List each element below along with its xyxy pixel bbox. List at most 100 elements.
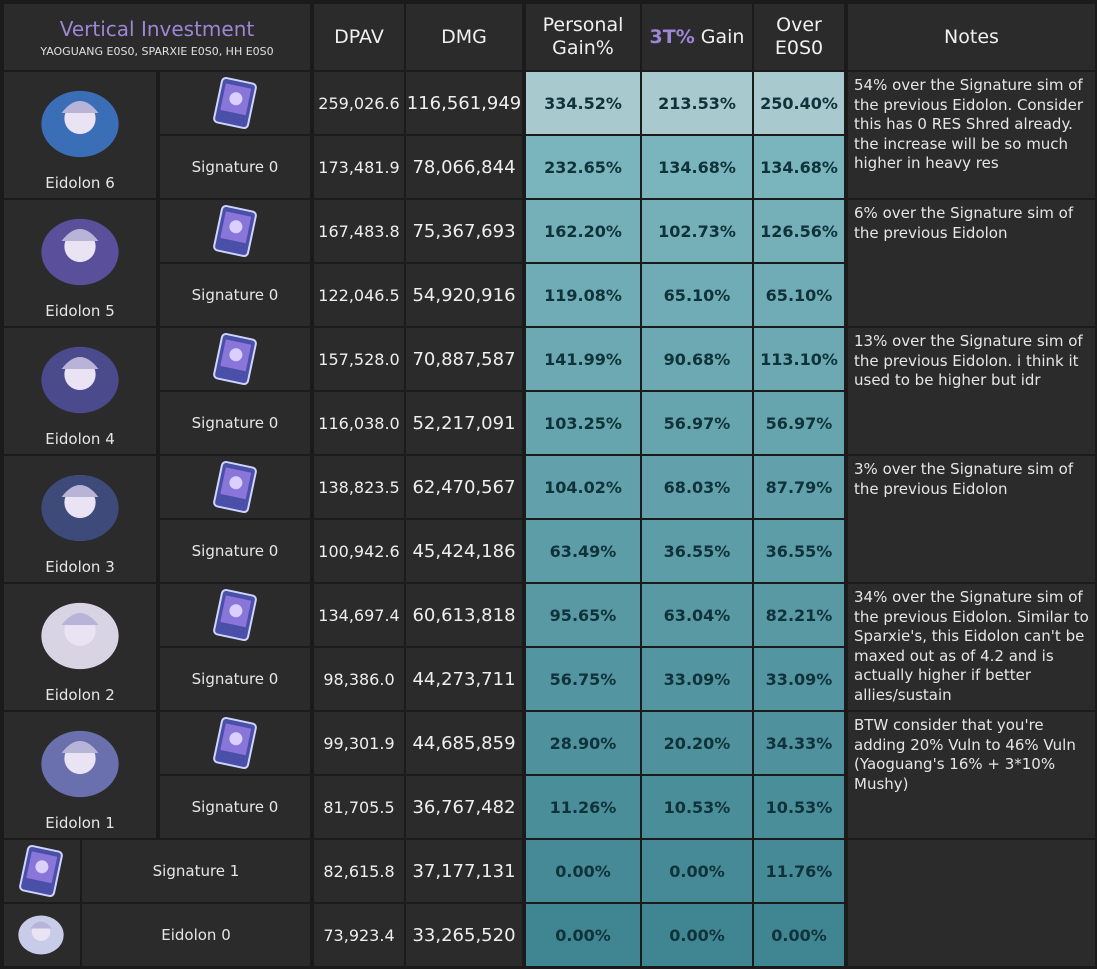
3t-gain: 10.53%	[642, 776, 752, 838]
over-e0s0: 134.68%	[754, 136, 844, 198]
personal-gain: 334.52%	[526, 72, 640, 134]
over-e0s0: 0.00%	[754, 904, 844, 966]
dmg: 116,561,949	[406, 72, 522, 134]
light-cone-icon	[213, 588, 257, 642]
character-art	[41, 730, 119, 798]
row-label: Eidolon 0	[82, 904, 310, 966]
dpav: 157,528.0	[314, 328, 404, 390]
personal-gain: 141.99%	[526, 328, 640, 390]
3t-gain: 0.00%	[642, 840, 752, 902]
dmg: 78,066,844	[406, 136, 522, 198]
personal-gain: 95.65%	[526, 584, 640, 646]
dmg: 36,767,482	[406, 776, 522, 838]
over-e0s0: 82.21%	[754, 584, 844, 646]
character-art	[41, 90, 119, 158]
3t-gain: 20.20%	[642, 712, 752, 774]
over-e0s0: 250.40%	[754, 72, 844, 134]
header-notes: Notes	[848, 4, 1095, 70]
row-label: Signature 0	[160, 648, 310, 710]
light-cone-icon	[213, 204, 257, 258]
personal-gain: 28.90%	[526, 712, 640, 774]
dpav: 100,942.6	[314, 520, 404, 582]
header-3t-suffix: Gain	[700, 25, 745, 48]
dpav: 259,026.6	[314, 72, 404, 134]
row-label: Signature 0	[160, 776, 310, 838]
over-e0s0: 10.53%	[754, 776, 844, 838]
header-3t-prefix: 3T%	[649, 25, 695, 48]
character-art	[41, 346, 119, 414]
3t-gain: 56.97%	[642, 392, 752, 454]
personal-gain: 232.65%	[526, 136, 640, 198]
character-art	[41, 474, 119, 542]
note-empty	[848, 840, 1095, 966]
note: BTW consider that you're adding 20% Vuln…	[848, 712, 1095, 838]
dpav: 98,386.0	[314, 648, 404, 710]
3t-gain: 33.09%	[642, 648, 752, 710]
dpav: 73,923.4	[314, 904, 404, 966]
eidolon-label: Eidolon 5	[45, 302, 115, 320]
dmg: 52,217,091	[406, 392, 522, 454]
title-cell: Vertical Investment YAOGUANG E0S0, SPARX…	[4, 4, 310, 70]
dpav: 82,615.8	[314, 840, 404, 902]
header-dpav: DPAV	[314, 4, 404, 70]
light-cone-icon	[213, 460, 257, 514]
eidolon-label: Eidolon 1	[45, 814, 115, 832]
dmg: 70,887,587	[406, 328, 522, 390]
personal-gain: 103.25%	[526, 392, 640, 454]
dpav: 99,301.9	[314, 712, 404, 774]
dmg: 60,613,818	[406, 584, 522, 646]
dpav: 122,046.5	[314, 264, 404, 326]
light-cone-icon	[213, 716, 257, 770]
over-e0s0: 87.79%	[754, 456, 844, 518]
3t-gain: 134.68%	[642, 136, 752, 198]
character-art	[41, 218, 119, 286]
light-cone-icon	[213, 332, 257, 386]
3t-gain: 68.03%	[642, 456, 752, 518]
personal-gain: 63.49%	[526, 520, 640, 582]
eidolon-label: Eidolon 6	[45, 174, 115, 192]
row-label: Signature 0	[160, 136, 310, 198]
dmg: 44,685,859	[406, 712, 522, 774]
3t-gain: 65.10%	[642, 264, 752, 326]
row-label: Signature 1	[82, 840, 310, 902]
dmg: 54,920,916	[406, 264, 522, 326]
note: 13% over the Signature sim of the previo…	[848, 328, 1095, 454]
dpav: 116,038.0	[314, 392, 404, 454]
over-e0s0: 65.10%	[754, 264, 844, 326]
dmg: 62,470,567	[406, 456, 522, 518]
personal-gain: 104.02%	[526, 456, 640, 518]
personal-gain: 56.75%	[526, 648, 640, 710]
over-e0s0: 36.55%	[754, 520, 844, 582]
eidolon-label: Eidolon 4	[45, 430, 115, 448]
row-label: Signature 0	[160, 264, 310, 326]
personal-gain: 162.20%	[526, 200, 640, 262]
eidolon-label: Eidolon 3	[45, 558, 115, 576]
note: 6% over the Signature sim of the previou…	[848, 200, 1095, 326]
row-label: Signature 0	[160, 520, 310, 582]
dmg: 75,367,693	[406, 200, 522, 262]
dpav: 138,823.5	[314, 456, 404, 518]
character-art	[18, 915, 64, 955]
note: 3% over the Signature sim of the previou…	[848, 456, 1095, 582]
light-cone-icon	[213, 76, 257, 130]
personal-gain: 0.00%	[526, 904, 640, 966]
eidolon-label: Eidolon 2	[45, 686, 115, 704]
over-e0s0: 126.56%	[754, 200, 844, 262]
dpav: 173,481.9	[314, 136, 404, 198]
over-e0s0: 56.97%	[754, 392, 844, 454]
character-art	[41, 602, 119, 670]
dmg: 44,273,711	[406, 648, 522, 710]
header-3t: 3T% Gain	[642, 4, 752, 70]
over-e0s0: 11.76%	[754, 840, 844, 902]
3t-gain: 36.55%	[642, 520, 752, 582]
over-e0s0: 33.09%	[754, 648, 844, 710]
over-e0s0: 113.10%	[754, 328, 844, 390]
row-label: Signature 0	[160, 392, 310, 454]
personal-gain: 11.26%	[526, 776, 640, 838]
title: Vertical Investment	[59, 16, 255, 41]
personal-gain: 119.08%	[526, 264, 640, 326]
note: 34% over the Signature sim of the previo…	[848, 584, 1095, 710]
3t-gain: 213.53%	[642, 72, 752, 134]
dmg: 45,424,186	[406, 520, 522, 582]
